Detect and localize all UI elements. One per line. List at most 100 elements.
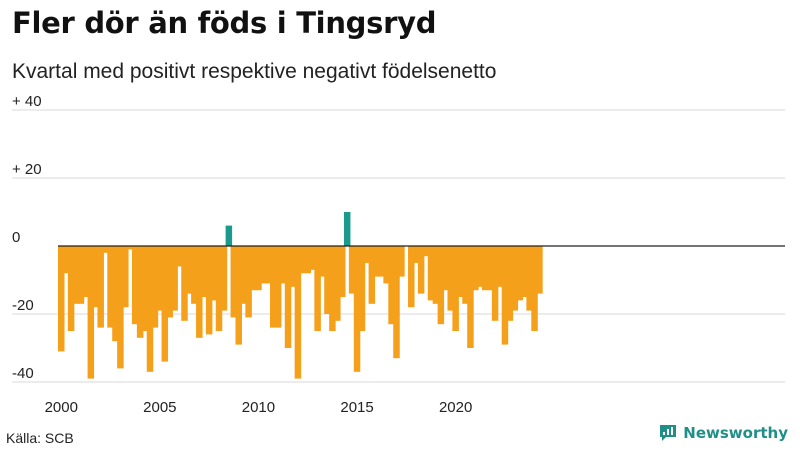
bar-negative bbox=[230, 246, 238, 318]
bar-negative bbox=[472, 246, 479, 291]
bar-negative bbox=[536, 246, 543, 294]
bar-negative bbox=[107, 246, 114, 328]
bar-negative bbox=[339, 246, 346, 297]
bar-negative bbox=[87, 246, 95, 379]
bar-negative bbox=[373, 246, 381, 277]
y-tick-label: 0 bbox=[12, 229, 20, 246]
bar-negative bbox=[131, 246, 139, 325]
bars bbox=[58, 212, 543, 379]
source-note: Källa: SCB bbox=[6, 430, 74, 446]
x-axis-ticks: 2000 2005 2010 2015 2020 bbox=[45, 399, 473, 416]
bar-negative bbox=[393, 246, 400, 359]
newsworthy-logo-icon bbox=[660, 425, 677, 441]
bar-negative bbox=[215, 246, 223, 331]
bar-negative bbox=[334, 246, 341, 321]
bar-negative bbox=[442, 246, 450, 291]
x-tick-label: 2020 bbox=[439, 399, 472, 416]
bar-negative bbox=[166, 246, 173, 318]
bar-negative bbox=[67, 246, 75, 331]
bar-negative bbox=[289, 246, 297, 287]
bar-negative bbox=[383, 246, 390, 284]
y-tick-label: + 20 bbox=[12, 161, 42, 178]
bar-negative bbox=[486, 246, 494, 291]
bar-negative bbox=[329, 246, 336, 331]
bar-negative bbox=[181, 246, 188, 321]
bar-negative bbox=[235, 246, 242, 345]
bar-negative bbox=[491, 246, 499, 321]
bar-negative bbox=[457, 246, 464, 297]
bar-negative bbox=[462, 246, 469, 304]
bar-negative bbox=[388, 246, 395, 325]
x-tick-label: 2005 bbox=[143, 399, 176, 416]
bar-negative bbox=[58, 246, 65, 352]
bar-negative bbox=[274, 246, 282, 328]
bar-negative bbox=[363, 246, 371, 263]
bar-negative bbox=[77, 246, 85, 304]
bar-negative bbox=[72, 246, 80, 304]
bar-negative bbox=[269, 246, 277, 328]
y-tick-label: + 40 bbox=[12, 93, 42, 110]
bar-negative bbox=[501, 246, 509, 345]
chart-title: Fler dör än föds i Tingsryd bbox=[12, 6, 437, 40]
bar-negative bbox=[496, 246, 504, 287]
bar-negative bbox=[97, 246, 104, 328]
bar-negative bbox=[437, 246, 445, 325]
bar-positive bbox=[343, 212, 351, 246]
bar-negative bbox=[92, 246, 100, 308]
bar-negative bbox=[417, 246, 425, 294]
bar-negative bbox=[353, 246, 361, 372]
bar-negative bbox=[151, 246, 159, 328]
bar-negative bbox=[526, 246, 533, 311]
bar-negative bbox=[368, 246, 376, 304]
bar-negative bbox=[521, 246, 528, 297]
bar-negative bbox=[516, 246, 523, 301]
bar-negative bbox=[112, 246, 119, 342]
bar-negative bbox=[477, 246, 484, 287]
bar-negative bbox=[511, 246, 519, 311]
bar-negative bbox=[467, 246, 474, 348]
bar-negative bbox=[136, 246, 144, 338]
birth-net-bar-chart: + 40 + 20 0 -20 -40 2000 2005 2010 2015 2020 bbox=[12, 93, 785, 416]
bar-negative bbox=[265, 246, 272, 284]
chart-subtitle: Kvartal med positivt respektive negativt… bbox=[12, 60, 497, 83]
bar-negative bbox=[62, 246, 70, 274]
bar-negative bbox=[427, 246, 435, 301]
bar-negative bbox=[284, 246, 292, 348]
y-tick-label: -20 bbox=[12, 297, 34, 314]
bar-negative bbox=[279, 246, 287, 284]
bar-negative bbox=[250, 246, 257, 291]
bar-negative bbox=[210, 246, 218, 301]
bar-negative bbox=[161, 246, 169, 362]
bar-negative bbox=[156, 246, 164, 311]
bar-negative bbox=[191, 246, 198, 304]
bar-negative bbox=[186, 246, 193, 294]
x-tick-label: 2015 bbox=[340, 399, 373, 416]
bar-negative bbox=[378, 246, 385, 277]
x-tick-label: 2000 bbox=[45, 399, 78, 416]
y-tick-label: -40 bbox=[12, 365, 34, 382]
y-axis-ticks: + 40 + 20 0 -20 -40 bbox=[12, 93, 42, 382]
bar-negative bbox=[481, 246, 489, 291]
bar-negative bbox=[196, 246, 203, 338]
bar-negative bbox=[141, 246, 149, 331]
bar-negative bbox=[348, 246, 356, 294]
brand-name: Newsworthy bbox=[683, 424, 788, 442]
bar-negative bbox=[422, 246, 430, 257]
bar-negative bbox=[319, 246, 326, 277]
bar-negative bbox=[260, 246, 267, 284]
bar-negative bbox=[452, 246, 459, 331]
bar-negative bbox=[146, 246, 154, 372]
bar-negative bbox=[412, 246, 420, 263]
bar-negative bbox=[200, 246, 208, 297]
bar-negative bbox=[304, 246, 311, 274]
bar-negative bbox=[176, 246, 183, 267]
bar-negative bbox=[294, 246, 302, 379]
bar-negative bbox=[447, 246, 454, 311]
bar-negative bbox=[102, 246, 109, 253]
bar-negative bbox=[82, 246, 90, 297]
bar-negative bbox=[171, 246, 178, 311]
bar-negative bbox=[398, 246, 405, 277]
brand-logo[interactable]: Newsworthy bbox=[659, 424, 788, 442]
bar-negative bbox=[324, 246, 331, 314]
bar-negative bbox=[408, 246, 415, 308]
